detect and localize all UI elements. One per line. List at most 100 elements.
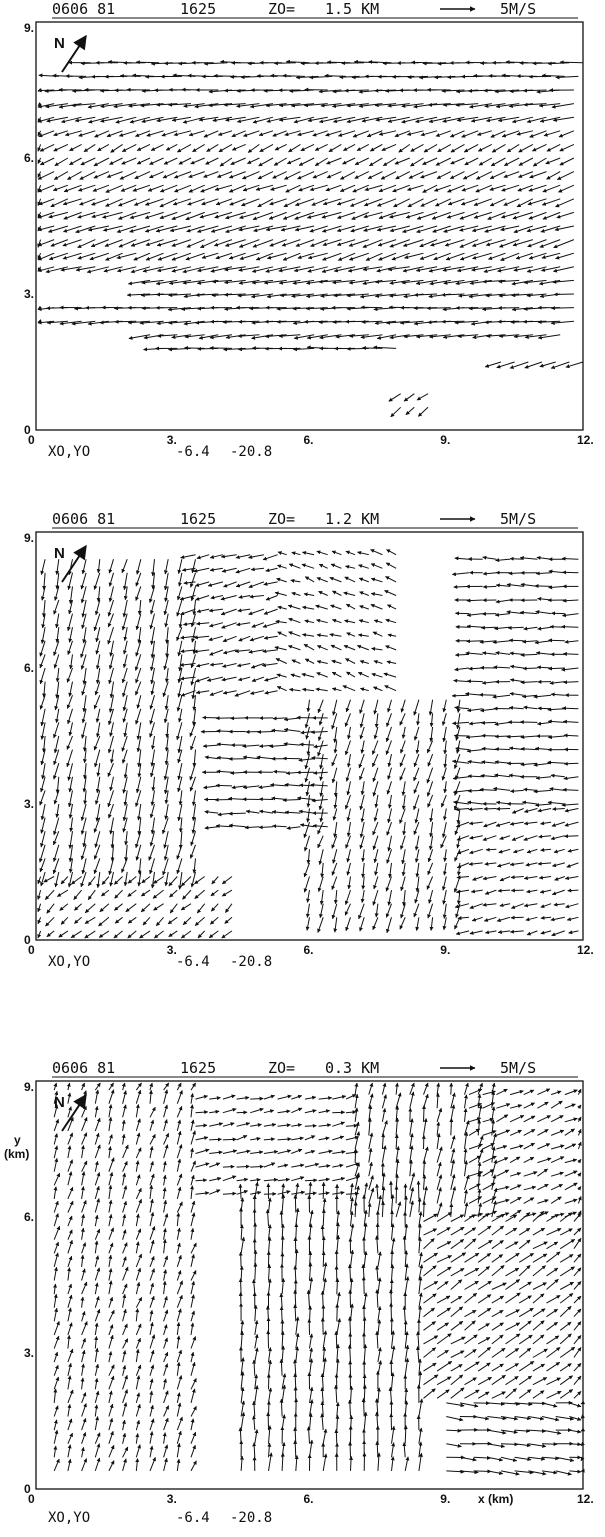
wind-vector-3-3 xyxy=(94,1457,101,1472)
wind-vector-3-90 xyxy=(81,1349,86,1363)
wind-vector-2-101 xyxy=(107,763,114,777)
wind-vector-3-79 xyxy=(81,1363,85,1376)
wind-vector-3-334 xyxy=(236,1177,249,1182)
wind-vector-3-157 xyxy=(94,1267,101,1281)
wind-vector-3-977 xyxy=(450,1214,465,1222)
wind-vector-2-77 xyxy=(107,790,114,808)
wind-vector-3-711 xyxy=(381,1200,386,1218)
wind-vector-3-392 xyxy=(209,1109,220,1114)
wind-vector-3-845 xyxy=(450,1363,463,1372)
wind-vector-3-401 xyxy=(332,1110,346,1115)
wind-vector-3-919 xyxy=(477,1280,492,1290)
wind-vector-2-642 xyxy=(319,808,324,823)
wind-vector-1-284 xyxy=(136,157,151,165)
wind-vector-2-620 xyxy=(345,835,351,849)
wind-vector-1-429 xyxy=(473,198,492,207)
wind-vector-2-729 xyxy=(359,713,365,728)
wind-vector-1-405 xyxy=(145,198,164,206)
wind-vector-1-615 xyxy=(278,266,301,273)
wind-vector-3-974 xyxy=(573,1227,582,1236)
wind-vector-1-308 xyxy=(464,157,479,166)
wind-vector-1-756 xyxy=(238,319,260,324)
wind-vector-2-138 xyxy=(123,722,128,738)
wind-vector-1-388 xyxy=(461,184,479,192)
wind-vector-1-501 xyxy=(363,225,383,232)
wind-vector-3-185 xyxy=(176,1242,181,1254)
wind-vector-1-129 xyxy=(194,103,219,109)
wind-vector-1-381 xyxy=(364,184,383,192)
wind-vector-2-1016 xyxy=(113,930,123,939)
wind-vector-1-571 xyxy=(228,252,246,260)
wind-vector-2-1054 xyxy=(224,903,233,913)
wind-vector-3-850 xyxy=(518,1360,535,1372)
wind-vector-2-448 xyxy=(301,563,315,569)
wind-vector-3-301 xyxy=(108,1089,115,1104)
wind-vector-3-913 xyxy=(559,1293,574,1304)
wind-vector-2-693 xyxy=(358,753,365,769)
wind-vector-2-473 xyxy=(204,810,219,814)
wind-vector-2-440 xyxy=(316,577,328,583)
wind-vector-3-939 xyxy=(423,1252,438,1263)
wind-vector-2-813 xyxy=(467,708,483,713)
wind-vector-2-251 xyxy=(192,599,197,616)
wind-vector-2-214 xyxy=(177,640,183,657)
wind-vector-1-282 xyxy=(109,157,123,165)
wind-vector-1-629 xyxy=(471,266,492,272)
wind-vector-3-849 xyxy=(505,1363,519,1372)
wind-vector-3-91 xyxy=(94,1347,99,1363)
wind-vector-2-717 xyxy=(359,726,365,740)
wind-vector-2-419 xyxy=(277,605,287,610)
wind-vector-2-436 xyxy=(384,590,397,596)
wind-vector-2-1067 xyxy=(194,889,206,899)
wind-vector-2-1068 xyxy=(210,889,219,897)
wind-vector-2-643 xyxy=(332,808,338,821)
wind-vector-3-336 xyxy=(263,1177,279,1182)
wind-vector-3-726 xyxy=(436,1187,442,1204)
wind-vector-2-908 xyxy=(535,571,552,576)
wind-vector-3-815 xyxy=(449,1082,454,1095)
wind-vector-3-291 xyxy=(122,1104,127,1118)
wind-vector-2-457 xyxy=(302,550,315,556)
wind-vector-2-275 xyxy=(189,572,196,588)
wind-vector-2-516 xyxy=(298,758,315,762)
wind-vector-2-471 xyxy=(299,823,315,828)
wind-vector-3-23 xyxy=(67,1432,73,1444)
wind-vector-3-1117 xyxy=(541,1429,562,1435)
wind-vector-3-1058 xyxy=(577,1116,582,1123)
wind-vector-1-434 xyxy=(541,198,561,206)
wind-vector-2-414 xyxy=(332,618,342,624)
wind-vector-2-342 xyxy=(249,594,264,599)
wind-vector-2-384 xyxy=(291,659,301,664)
wind-vector-2-328 xyxy=(251,622,265,628)
wind-vector-3-4 xyxy=(108,1460,115,1472)
wind-vector-2-595 xyxy=(331,862,338,876)
wind-vector-3-254 xyxy=(67,1145,72,1159)
wind-vector-3-378 xyxy=(345,1135,359,1141)
wind-vector-1-35 xyxy=(547,61,570,66)
wind-vector-3-162 xyxy=(163,1269,168,1281)
wind-vector-2-952 xyxy=(526,889,538,894)
wind-vector-3-841 xyxy=(559,1375,573,1386)
wind-vector-2-676 xyxy=(454,781,461,796)
wind-vector-3-78 xyxy=(67,1362,72,1376)
wind-vector-1-398 xyxy=(50,198,69,208)
wind-vector-1-47 xyxy=(172,73,196,78)
wind-vector-1-375 xyxy=(285,184,301,193)
wind-vector-2-951 xyxy=(510,888,524,893)
wind-vector-2-438 xyxy=(290,578,301,583)
wind-vector-2-562 xyxy=(374,903,379,918)
wind-vector-3-1019 xyxy=(537,1168,549,1177)
wind-vector-2-450 xyxy=(330,563,342,569)
wind-vector-2-834 xyxy=(509,678,524,683)
wind-vector-1-382 xyxy=(378,184,397,193)
wind-vector-3-862 xyxy=(518,1347,532,1358)
wind-vector-2-930 xyxy=(471,916,483,922)
wind-vector-3-854 xyxy=(573,1362,582,1372)
wind-vector-1-642 xyxy=(212,279,233,284)
wind-vector-3-405 xyxy=(222,1094,236,1100)
wind-vector-3-670 xyxy=(279,1210,284,1227)
wind-vector-2-1059 xyxy=(87,889,96,901)
wind-vector-3-326 xyxy=(291,1190,306,1195)
wind-vector-2-1084 xyxy=(221,876,233,885)
wind-vector-3-269 xyxy=(121,1133,126,1145)
